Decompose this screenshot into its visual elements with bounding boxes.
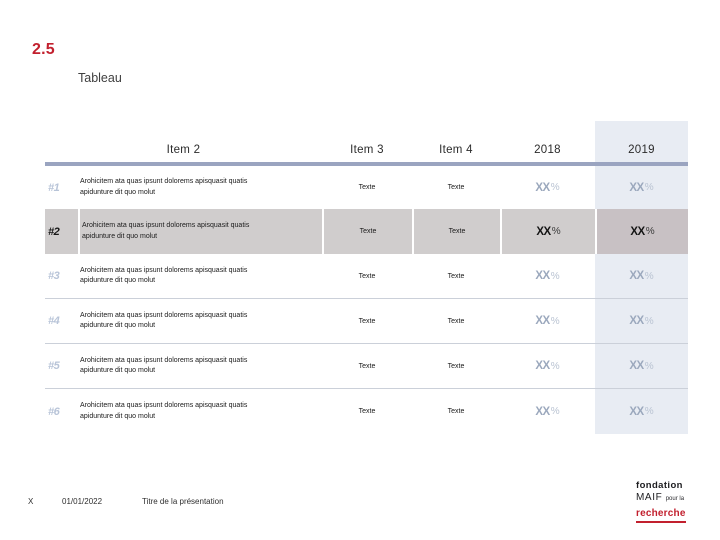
- cell-2018: XX%: [500, 344, 595, 389]
- header-rule: [45, 162, 688, 166]
- cell-item3: Texte: [322, 254, 412, 299]
- value-2019: XX: [629, 405, 644, 418]
- logo-fondation-text: fondation: [636, 480, 683, 491]
- row-description: Arohicitem ata quas ipsunt dolorems apis…: [78, 344, 322, 389]
- cell-2018: XX%: [500, 254, 595, 299]
- cell-2019: XX%: [595, 389, 688, 434]
- cell-2019: XX%: [595, 209, 688, 254]
- cell-2019: XX%: [595, 166, 688, 209]
- percent-sign: %: [645, 226, 655, 237]
- column-header-item2: Item 2: [166, 144, 201, 156]
- column-header-2019: 2019: [595, 121, 688, 162]
- cell-item4: Texte: [412, 209, 500, 254]
- row-number: #1: [48, 181, 60, 194]
- page-title: Tableau: [78, 71, 122, 85]
- value-2019: XX: [629, 181, 644, 194]
- row-description: Arohicitem ata quas ipsunt dolorems apis…: [78, 299, 322, 344]
- footer-presentation-title: Titre de la présentation: [142, 497, 224, 506]
- cell-2018: XX%: [500, 209, 595, 254]
- row-description: Arohicitem ata quas ipsunt dolorems apis…: [80, 402, 248, 420]
- cell-item3: Texte: [322, 299, 412, 344]
- value-2019: XX: [629, 315, 644, 327]
- footer-date: 01/01/2022: [62, 497, 103, 506]
- column-header-2018: 2018: [534, 144, 561, 156]
- fondation-maif-logo: fondation MAIF pour la recherche: [636, 480, 694, 523]
- cell-item3: Texte: [322, 209, 412, 254]
- logo-maif-main: MAIF: [636, 491, 663, 503]
- percent-sign: %: [644, 360, 654, 372]
- cell-item3: Texte: [358, 184, 376, 191]
- percent-sign: %: [551, 226, 561, 237]
- value-2019: XX: [630, 225, 645, 238]
- value-2018: XX: [535, 270, 550, 282]
- cell-item4: Texte: [412, 344, 500, 389]
- row-number: #4: [45, 299, 78, 344]
- percent-sign: %: [550, 360, 560, 372]
- logo-pour-la-text: pour la: [665, 495, 685, 502]
- data-table: Item 2 Item 3 Item 4 2018 2019 #1 Arohic…: [45, 121, 688, 434]
- cell-item3: Texte: [322, 344, 412, 389]
- value-2019: XX: [629, 360, 644, 372]
- column-header-item3: Item 3: [350, 144, 384, 156]
- cell-item4: Texte: [412, 254, 500, 299]
- percent-sign: %: [550, 182, 560, 193]
- row-description: Arohicitem ata quas ipsunt dolorems apis…: [80, 178, 248, 196]
- page-number: X: [28, 497, 34, 506]
- percent-sign: %: [550, 270, 560, 282]
- cell-2018: XX%: [500, 299, 595, 344]
- row-number: #3: [45, 254, 78, 299]
- value-2019: XX: [629, 270, 644, 282]
- logo-maif-text: MAIF pour la: [636, 492, 694, 504]
- cell-2019: XX%: [595, 344, 688, 389]
- row-number: #6: [48, 405, 60, 418]
- cell-item4: Texte: [412, 299, 500, 344]
- row-number: #5: [45, 344, 78, 389]
- cell-2018: XX%: [500, 389, 595, 434]
- value-2018: XX: [535, 405, 550, 418]
- cell-2018: XX%: [500, 166, 595, 209]
- cell-2019: XX%: [595, 299, 688, 344]
- percent-sign: %: [550, 406, 560, 417]
- value-2018: XX: [535, 315, 550, 327]
- cell-item3: Texte: [358, 408, 376, 415]
- value-2018: XX: [535, 181, 550, 194]
- row-description: Arohicitem ata quas ipsunt dolorems apis…: [78, 254, 322, 299]
- percent-sign: %: [644, 182, 654, 193]
- percent-sign: %: [550, 315, 560, 327]
- column-header-item4: Item 4: [439, 144, 473, 156]
- section-number: 2.5: [32, 41, 55, 58]
- logo-recherche-text: recherche: [636, 508, 686, 523]
- cell-item4: Texte: [447, 184, 465, 191]
- value-2018: XX: [536, 225, 551, 238]
- row-number: #2: [45, 209, 78, 254]
- cell-item4: Texte: [447, 408, 465, 415]
- value-2018: XX: [535, 360, 550, 372]
- cell-2019: XX%: [595, 254, 688, 299]
- percent-sign: %: [644, 406, 654, 417]
- percent-sign: %: [644, 270, 654, 282]
- percent-sign: %: [644, 315, 654, 327]
- row-description: Arohicitem ata quas ipsunt dolorems apis…: [78, 209, 322, 254]
